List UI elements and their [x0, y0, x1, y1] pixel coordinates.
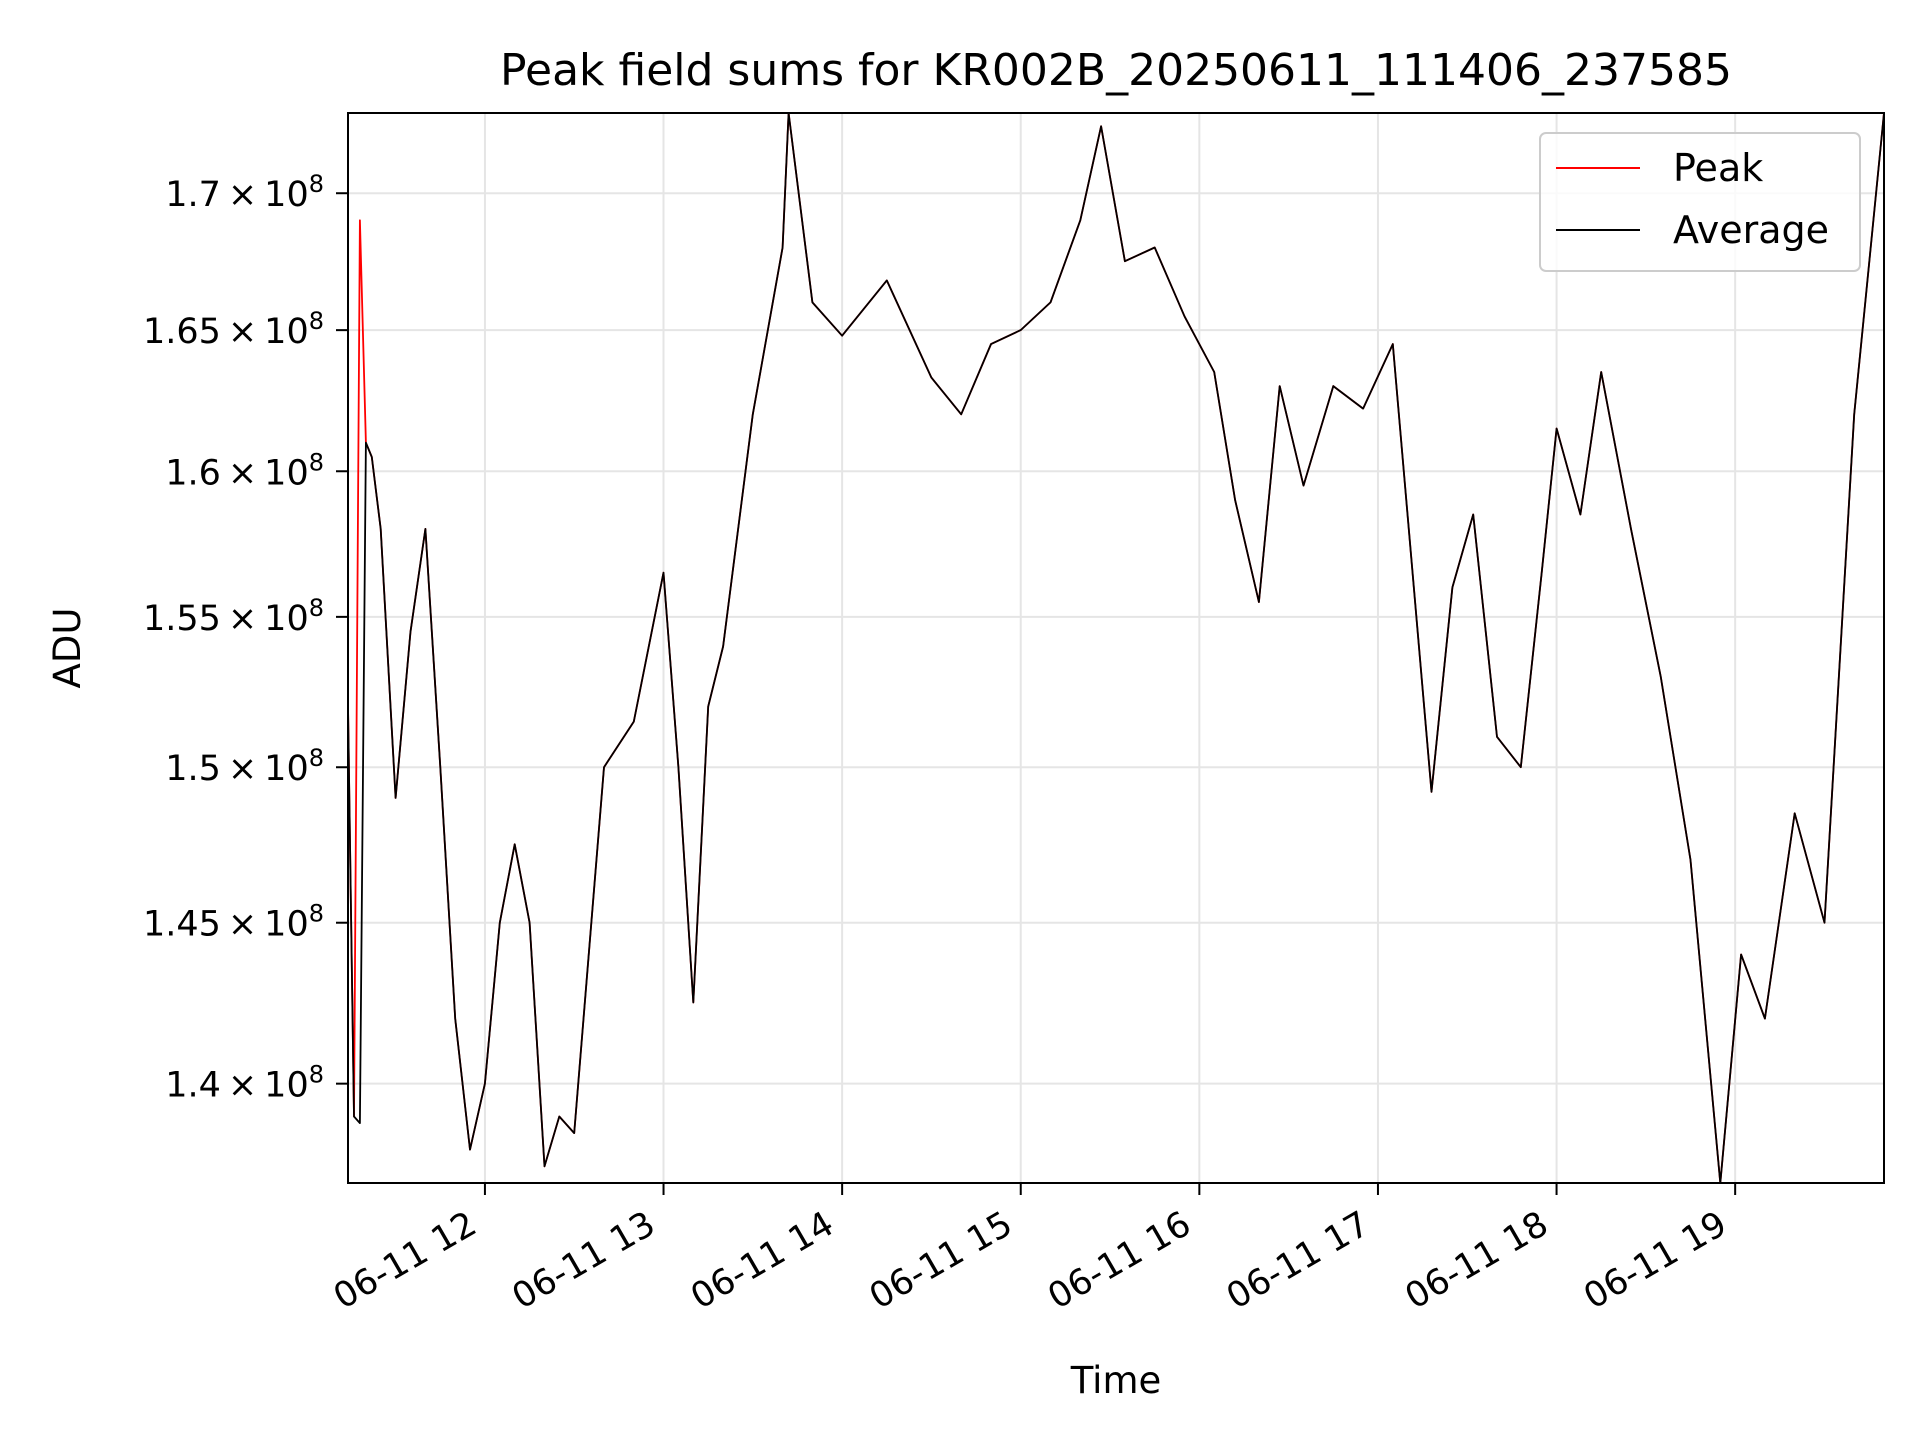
series-line-average	[347, 112, 1885, 1184]
y-axis-ticks: 1.4 × 108 1.45 × 108 1.5 × 108 1.55 × 108 1.…	[143, 170, 348, 1106]
y-axis-label: ADU	[46, 608, 89, 689]
y-tick-label: 1.65 × 108	[143, 307, 324, 352]
y-tick-label: 1.45 × 108	[143, 900, 324, 945]
grid	[348, 113, 1884, 1183]
y-tick-label: 1.5 × 108	[165, 744, 324, 789]
chart-title: Peak field sums for KR002B_20250611_1114…	[500, 45, 1732, 96]
legend-label-peak: Peak	[1673, 146, 1763, 190]
series-lines	[347, 112, 1885, 1184]
y-tick-label: 1.6 × 108	[165, 448, 324, 493]
y-tick-label: 1.7 × 108	[165, 170, 324, 215]
y-tick-label: 1.55 × 108	[143, 594, 324, 639]
x-axis-label: Time	[1070, 1359, 1162, 1402]
legend: Peak Average	[1539, 132, 1861, 272]
legend-label-average: Average	[1673, 208, 1829, 252]
plot-frame	[347, 112, 1885, 1184]
y-tick-label: 1.4 × 108	[165, 1061, 324, 1106]
